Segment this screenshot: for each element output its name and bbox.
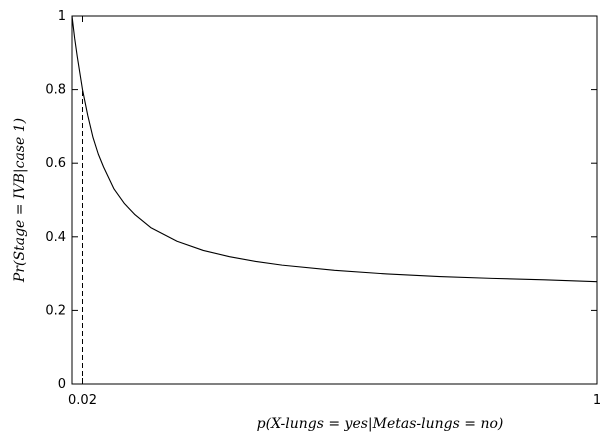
- y-tick-label: 0.4: [45, 230, 66, 245]
- y-axis-label: Pr(Stage = IVB|case 1): [12, 118, 28, 283]
- y-tick-label: 0: [58, 377, 66, 392]
- x-axis: 0.02 1: [68, 16, 601, 408]
- plot-frame: [71, 15, 598, 385]
- plot-area: [71, 15, 598, 385]
- y-tick-label: 1: [58, 9, 66, 24]
- y-tick-label: 0.8: [45, 83, 66, 98]
- series-line: [71, 15, 598, 283]
- y-axis: 0 0.2 0.4 0.6 0.8 1: [45, 9, 597, 392]
- y-tick-label: 0.2: [45, 303, 66, 318]
- x-tick-label: 1: [593, 393, 601, 408]
- x-axis-label: p(X-lungs = yes|Metas-lungs = no): [257, 416, 504, 432]
- y-tick-label: 0.6: [45, 156, 66, 171]
- x-tick-label: 0.02: [68, 393, 97, 408]
- series-layer: [71, 15, 598, 384]
